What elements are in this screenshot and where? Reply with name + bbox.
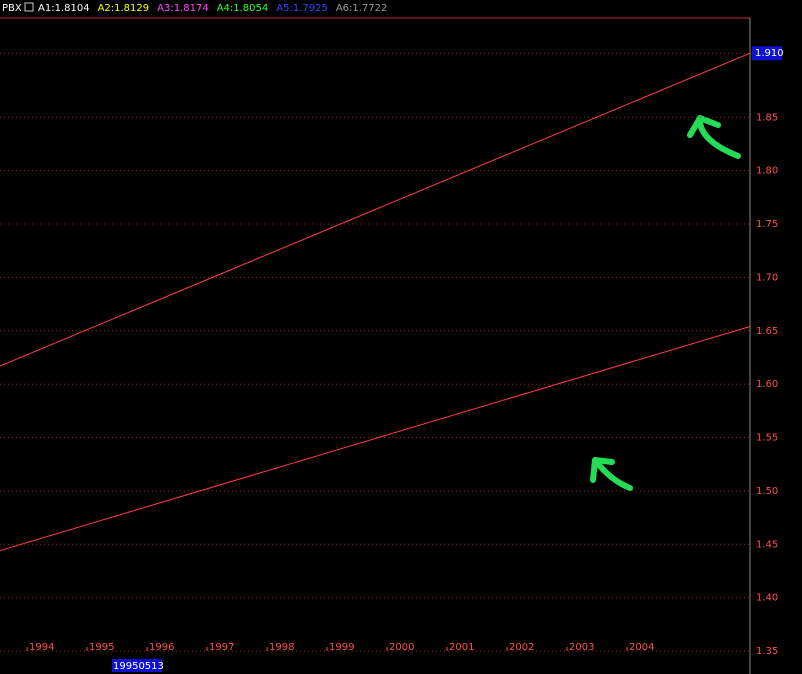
- y-tick-label: 1.60: [756, 379, 778, 390]
- indicator-label: A6:1.7722: [336, 3, 388, 14]
- y-tick-label: 1.85: [756, 112, 778, 123]
- price-marker-label: 1.910: [755, 48, 784, 59]
- indicator-label: A3:1.8174: [157, 3, 209, 14]
- x-tick-label: 2004: [629, 642, 654, 653]
- x-tick-label: 2002: [509, 642, 534, 653]
- indicator-label: A2:1.8129: [98, 3, 150, 14]
- x-tick-label: 1995: [89, 642, 114, 653]
- x-tick-label: 1994: [29, 642, 54, 653]
- x-tick-label: 1997: [209, 642, 234, 653]
- x-tick-label: 2003: [569, 642, 594, 653]
- x-tick-label: 1999: [329, 642, 354, 653]
- y-tick-label: 1.80: [756, 166, 778, 177]
- y-tick-label: 1.70: [756, 272, 778, 283]
- y-tick-label: 1.40: [756, 593, 778, 604]
- arrow: [687, 115, 741, 159]
- symbol: PBX: [2, 3, 22, 14]
- arrow: [590, 457, 633, 491]
- x-tick-label: 2000: [389, 642, 414, 653]
- y-tick-label: 1.50: [756, 486, 778, 497]
- trendline: [0, 52, 751, 367]
- trendline: [0, 326, 751, 552]
- indicator-label: A1:1.8104: [38, 3, 90, 14]
- y-tick-label: 1.35: [756, 646, 778, 657]
- y-tick-label: 1.75: [756, 219, 778, 230]
- x-tick-label: 2001: [449, 642, 474, 653]
- y-tick-label: 1.55: [756, 433, 778, 444]
- icon: [24, 2, 34, 12]
- x-tick-label: 1996: [149, 642, 174, 653]
- y-tick-label: 1.65: [756, 326, 778, 337]
- x-tick-label: 1998: [269, 642, 294, 653]
- price-marker-box: [752, 46, 782, 61]
- cursor-date-box: [112, 659, 162, 672]
- indicator-label: A5:1.7925: [276, 3, 328, 14]
- y-tick-label: 1.45: [756, 539, 778, 550]
- cursor-date: 19950513: [113, 661, 164, 672]
- indicator-label: A4:1.8054: [217, 3, 269, 14]
